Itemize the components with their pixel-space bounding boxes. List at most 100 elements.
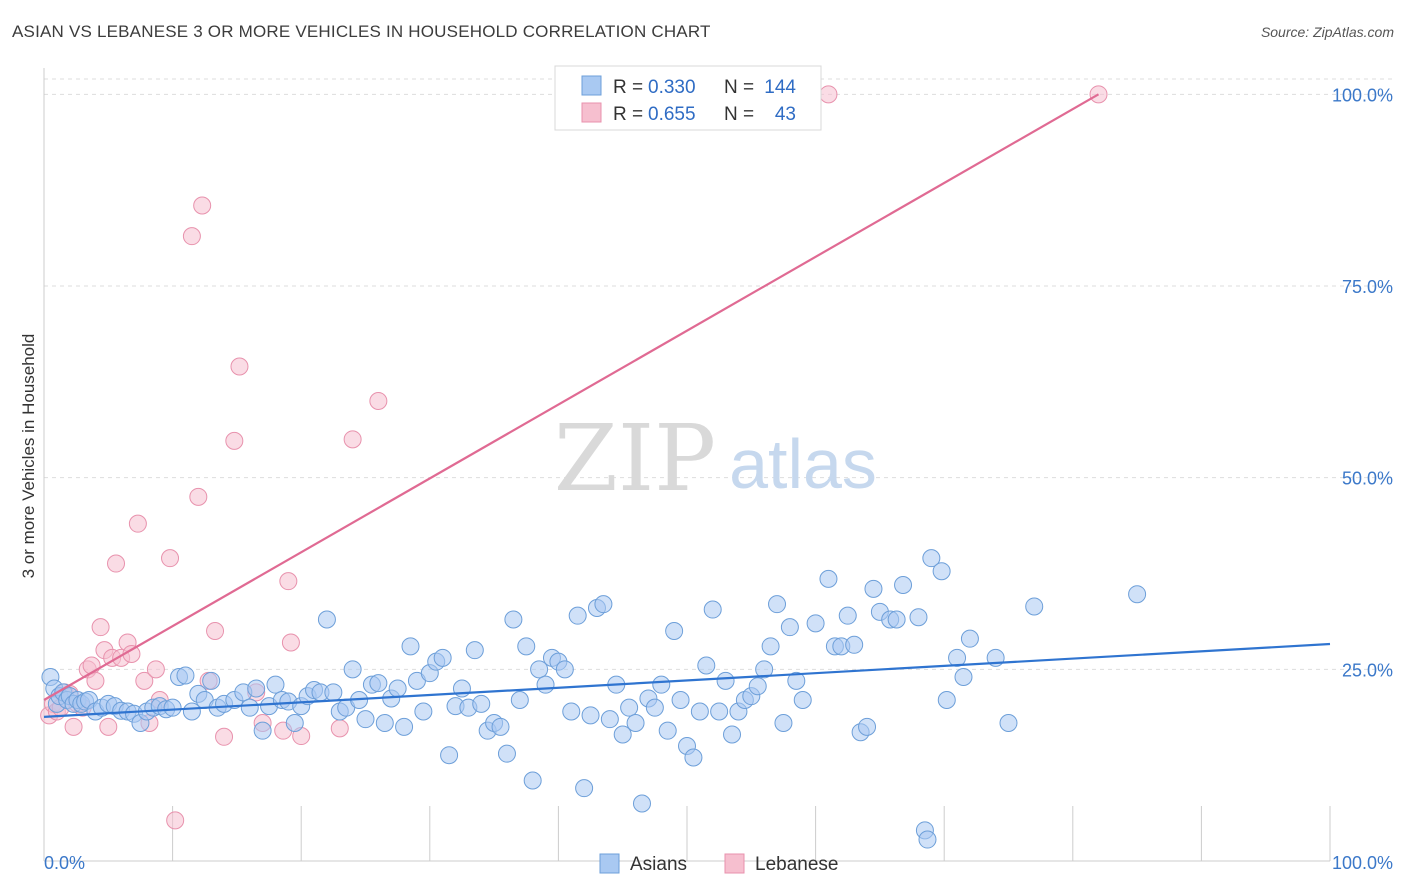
asians-point [240,698,259,717]
asians-point [1128,585,1147,604]
lebanese-point [86,671,105,690]
asians-point [819,569,838,588]
asians-point [716,671,735,690]
asians-point [247,679,266,698]
legend-r-label-asians: R = [613,77,643,98]
legend-n-value-lebanese: 43 [775,104,796,125]
y-tick-label: 100.0% [1332,85,1393,105]
asians-point [768,595,787,614]
asians-point [202,671,221,690]
asians-point [497,744,516,763]
asians-trend-line [43,642,1331,718]
bottom-legend: Asians Lebanese [599,853,838,875]
asians-point [858,717,877,736]
asians-point [324,683,343,702]
asians-point [937,691,956,709]
asians-point [575,779,594,798]
bottom-legend-lebanese: Lebanese [755,854,838,875]
asians-point [581,706,600,725]
asians-point [922,549,941,568]
legend-r-value-asians: 0.330 [648,77,696,98]
asians-point [658,721,677,740]
tick-labels: 25.0% 50.0% 75.0% 100.0% 0.0% 100.0% [44,85,1393,873]
asians-point [176,666,195,685]
asians-point [594,595,613,614]
asians-point [555,660,574,679]
asians-point [375,714,394,732]
source-label: Source: ZipAtlas.com [1260,24,1394,40]
legend-n-label-asians: N = [724,77,754,98]
lebanese-point [166,811,185,830]
asians-point [395,717,414,736]
asians-point [1025,597,1044,616]
lebanese-point [369,392,388,410]
asians-point [723,725,742,744]
asians-point [748,677,767,696]
asians-point [613,725,632,744]
asians-point [671,691,690,709]
asians-point [954,668,973,686]
trend-lines [43,93,1331,718]
asians-point [652,675,671,694]
asians-point [266,675,285,694]
chart-title: ASIAN VS LEBANESE 3 OR MORE VEHICLES IN … [12,22,711,41]
bottom-legend-swatch-asians [599,853,620,874]
asians-point [845,635,864,654]
lebanese-point [189,487,208,506]
bottom-legend-asians: Asians [630,854,687,875]
legend-r-label-lebanese: R = [613,104,643,125]
asians-point [887,610,906,629]
lebanese-point [135,671,154,690]
asians-point [163,698,182,717]
asians-point [632,794,651,813]
lebanese-point [330,719,349,738]
asians-point [356,710,375,729]
watermark: ZIP atlas [554,405,877,512]
lebanese-point [146,660,165,679]
asians-point [684,748,703,767]
asians-point [918,830,937,849]
asians-point [806,614,825,633]
y-axis-label: 3 or more Vehicles in Household [19,334,38,579]
x-tick-label: 0.0% [44,853,85,873]
asians-point [433,648,452,667]
lebanese-point [279,572,298,591]
watermark-atlas: atlas [729,425,877,503]
asians-point [894,576,913,594]
lebanese-point [230,357,249,376]
asians-point [932,562,951,581]
asians-point [710,702,729,721]
y-tick-label: 75.0% [1342,277,1393,297]
asians-point [317,610,336,629]
x-tick-label: 100.0% [1332,853,1393,873]
asians-point [517,637,536,656]
asians-point [510,691,529,709]
bottom-legend-swatch-lebanese [724,853,745,874]
asians-point [793,691,812,709]
asians-point [285,714,304,732]
lebanese-point [91,618,110,637]
lebanese-point [193,196,212,215]
asians-point [504,610,523,629]
asians-point [530,660,549,679]
lebanese-point [107,554,126,573]
asians-point [472,694,491,713]
y-tick-label: 50.0% [1342,469,1393,489]
asians-point [787,671,806,690]
top-legend: R = 0.330 N = 144 R = 0.655 N = 43 [554,65,822,131]
lebanese-point [128,514,147,533]
asians-point [774,714,793,732]
legend-n-label-lebanese: N = [724,104,754,125]
asians-point [414,702,433,721]
asians-point [491,717,510,736]
lebanese-point [215,727,234,746]
asians-point [999,714,1018,732]
lebanese-point [161,549,180,568]
lebanese-point [225,431,244,450]
lebanese-trend-line [43,93,1100,701]
asians-point [909,608,928,627]
legend-n-value-asians: 144 [764,77,796,98]
asians-point [465,641,484,660]
asians-point [523,771,542,790]
